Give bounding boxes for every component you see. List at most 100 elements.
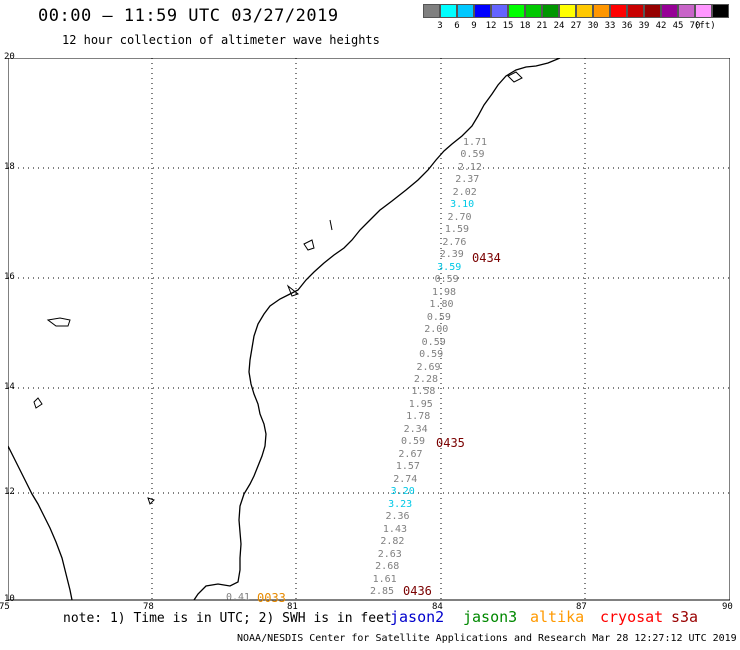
wave-height-label: 0.59 [460, 149, 485, 161]
x-tick-label: 87 [576, 602, 587, 612]
map-title: 00:00 – 11:59 UTC 03/27/2019 [38, 6, 339, 26]
color-scale-swatch [508, 4, 525, 18]
time-label-0436: 0436 [403, 584, 432, 598]
legend-altika: altika [530, 608, 585, 626]
y-tick-label: 20 [4, 52, 15, 62]
legend-cryosat: cryosat [600, 608, 664, 626]
color-scale-swatch [491, 4, 508, 18]
color-scale-label: 30 [587, 21, 599, 31]
island-1 [46, 317, 71, 327]
x-tick-label: 81 [287, 602, 298, 612]
wave-height-label: 2.69 [416, 361, 441, 373]
wave-height-label: 1.71 [463, 137, 488, 148]
wave-height-label: 2.63 [377, 548, 402, 560]
wave-height-label: 2.74 [393, 473, 418, 485]
color-scale-label: 36 [621, 21, 633, 31]
bay-1 [507, 71, 523, 83]
color-scale-unit: (ft) [694, 21, 716, 31]
wave-height-label: 2.12 [457, 161, 482, 173]
wave-height-label: 2.39 [439, 249, 464, 261]
x-tick-label: 84 [432, 602, 443, 612]
y-tick-label: 10 [4, 594, 15, 604]
wave-height-label: 2.82 [380, 536, 405, 548]
wave-height-label: 1.80 [429, 299, 454, 311]
color-scale-label: 6 [454, 21, 460, 31]
color-scale-label: 33 [604, 21, 616, 31]
wave-height-label: 1.58 [411, 386, 436, 398]
color-scale-swatch [474, 4, 491, 18]
color-scale-swatch [712, 4, 729, 18]
color-scale-label: 24 [553, 21, 565, 31]
color-scale-label: 70 [689, 21, 701, 31]
color-scale-label: 15 [502, 21, 514, 31]
wave-height-label: 2.68 [375, 561, 400, 573]
wave-height-label: 0.59 [426, 311, 451, 323]
color-scale-swatch [423, 4, 440, 18]
color-scale-swatch [576, 4, 593, 18]
wave-height-label: 0.59 [434, 274, 459, 286]
wave-height-label: 2.37 [455, 174, 480, 186]
inlet-2 [286, 284, 300, 297]
color-scale-swatch [661, 4, 678, 18]
legend-jason3: jason3 [463, 608, 518, 626]
time-label-0434: 0434 [472, 251, 501, 265]
wave-height-label: 2.85 [370, 586, 395, 597]
color-scale-label: 45 [672, 21, 684, 31]
x-tick-label: 75 [0, 602, 10, 612]
legend-jason2: jason2 [390, 608, 445, 626]
map-subtitle: 12 hour collection of altimeter wave hei… [62, 33, 380, 47]
color-scale-swatch [525, 4, 542, 18]
wave-height-label: 2.00 [424, 324, 449, 336]
y-tick-label: 16 [4, 272, 15, 282]
coastline-west [8, 445, 73, 601]
wave-height-label: 1.59 [444, 224, 469, 236]
wave-height-label: 3.59 [437, 261, 462, 273]
wave-height-label: 2.67 [398, 448, 423, 460]
x-tick-label: 78 [143, 602, 154, 612]
wave-height-label: 2.76 [442, 236, 467, 248]
color-scale-swatch [593, 4, 610, 18]
wave-height-label: 2.02 [452, 186, 477, 198]
wave-height-label: 0.59 [421, 336, 446, 348]
color-scale-label: 3 [437, 21, 443, 31]
wave-height-label: 1.78 [406, 411, 431, 423]
wave-height-label: 3.23 [388, 498, 413, 510]
wave-height-label: 2.36 [385, 511, 410, 523]
map-grid [8, 58, 730, 600]
color-scale-label: 12 [485, 21, 497, 31]
color-scale-label: 39 [638, 21, 650, 31]
wave-height-label: 0.59 [401, 436, 426, 448]
wave-height-label: 1.43 [382, 523, 407, 535]
footer-credit: NOAA/NESDIS Center for Satellite Applica… [237, 633, 737, 644]
color-scale-swatch [542, 4, 559, 18]
wave-height-label: 2.70 [447, 211, 472, 223]
color-scale-swatch [644, 4, 661, 18]
x-tick-label: 90 [722, 602, 733, 612]
color-scale-swatch [559, 4, 576, 18]
color-scale-swatch [695, 4, 712, 18]
color-scale-swatch [610, 4, 627, 18]
wave-height-label: 1.95 [408, 398, 433, 410]
wave-height-label: 1.57 [395, 461, 420, 473]
y-tick-label: 12 [4, 487, 15, 497]
island-2 [33, 397, 43, 409]
time-label-0435: 0435 [436, 436, 465, 450]
y-tick-label: 14 [4, 382, 15, 392]
color-scale-label: 9 [471, 21, 477, 31]
time-label-0033: 0033 [257, 591, 286, 605]
map-frame [8, 58, 730, 601]
color-scale-label: 18 [519, 21, 531, 31]
inlet-1 [329, 219, 333, 231]
color-scale-label: 42 [655, 21, 667, 31]
y-tick-label: 18 [4, 162, 15, 172]
obs-label-extra: 0.41 [226, 592, 251, 603]
color-scale-swatch [678, 4, 695, 18]
wave-height-label: 2.34 [403, 423, 428, 435]
color-scale-label: 27 [570, 21, 582, 31]
legend-s3a: s3a [671, 608, 699, 626]
map-plot [8, 58, 730, 601]
coastline-east-india [193, 58, 561, 601]
wave-height-label: 3.10 [450, 199, 475, 211]
color-scale-label: 21 [536, 21, 548, 31]
island-3 [147, 497, 155, 505]
